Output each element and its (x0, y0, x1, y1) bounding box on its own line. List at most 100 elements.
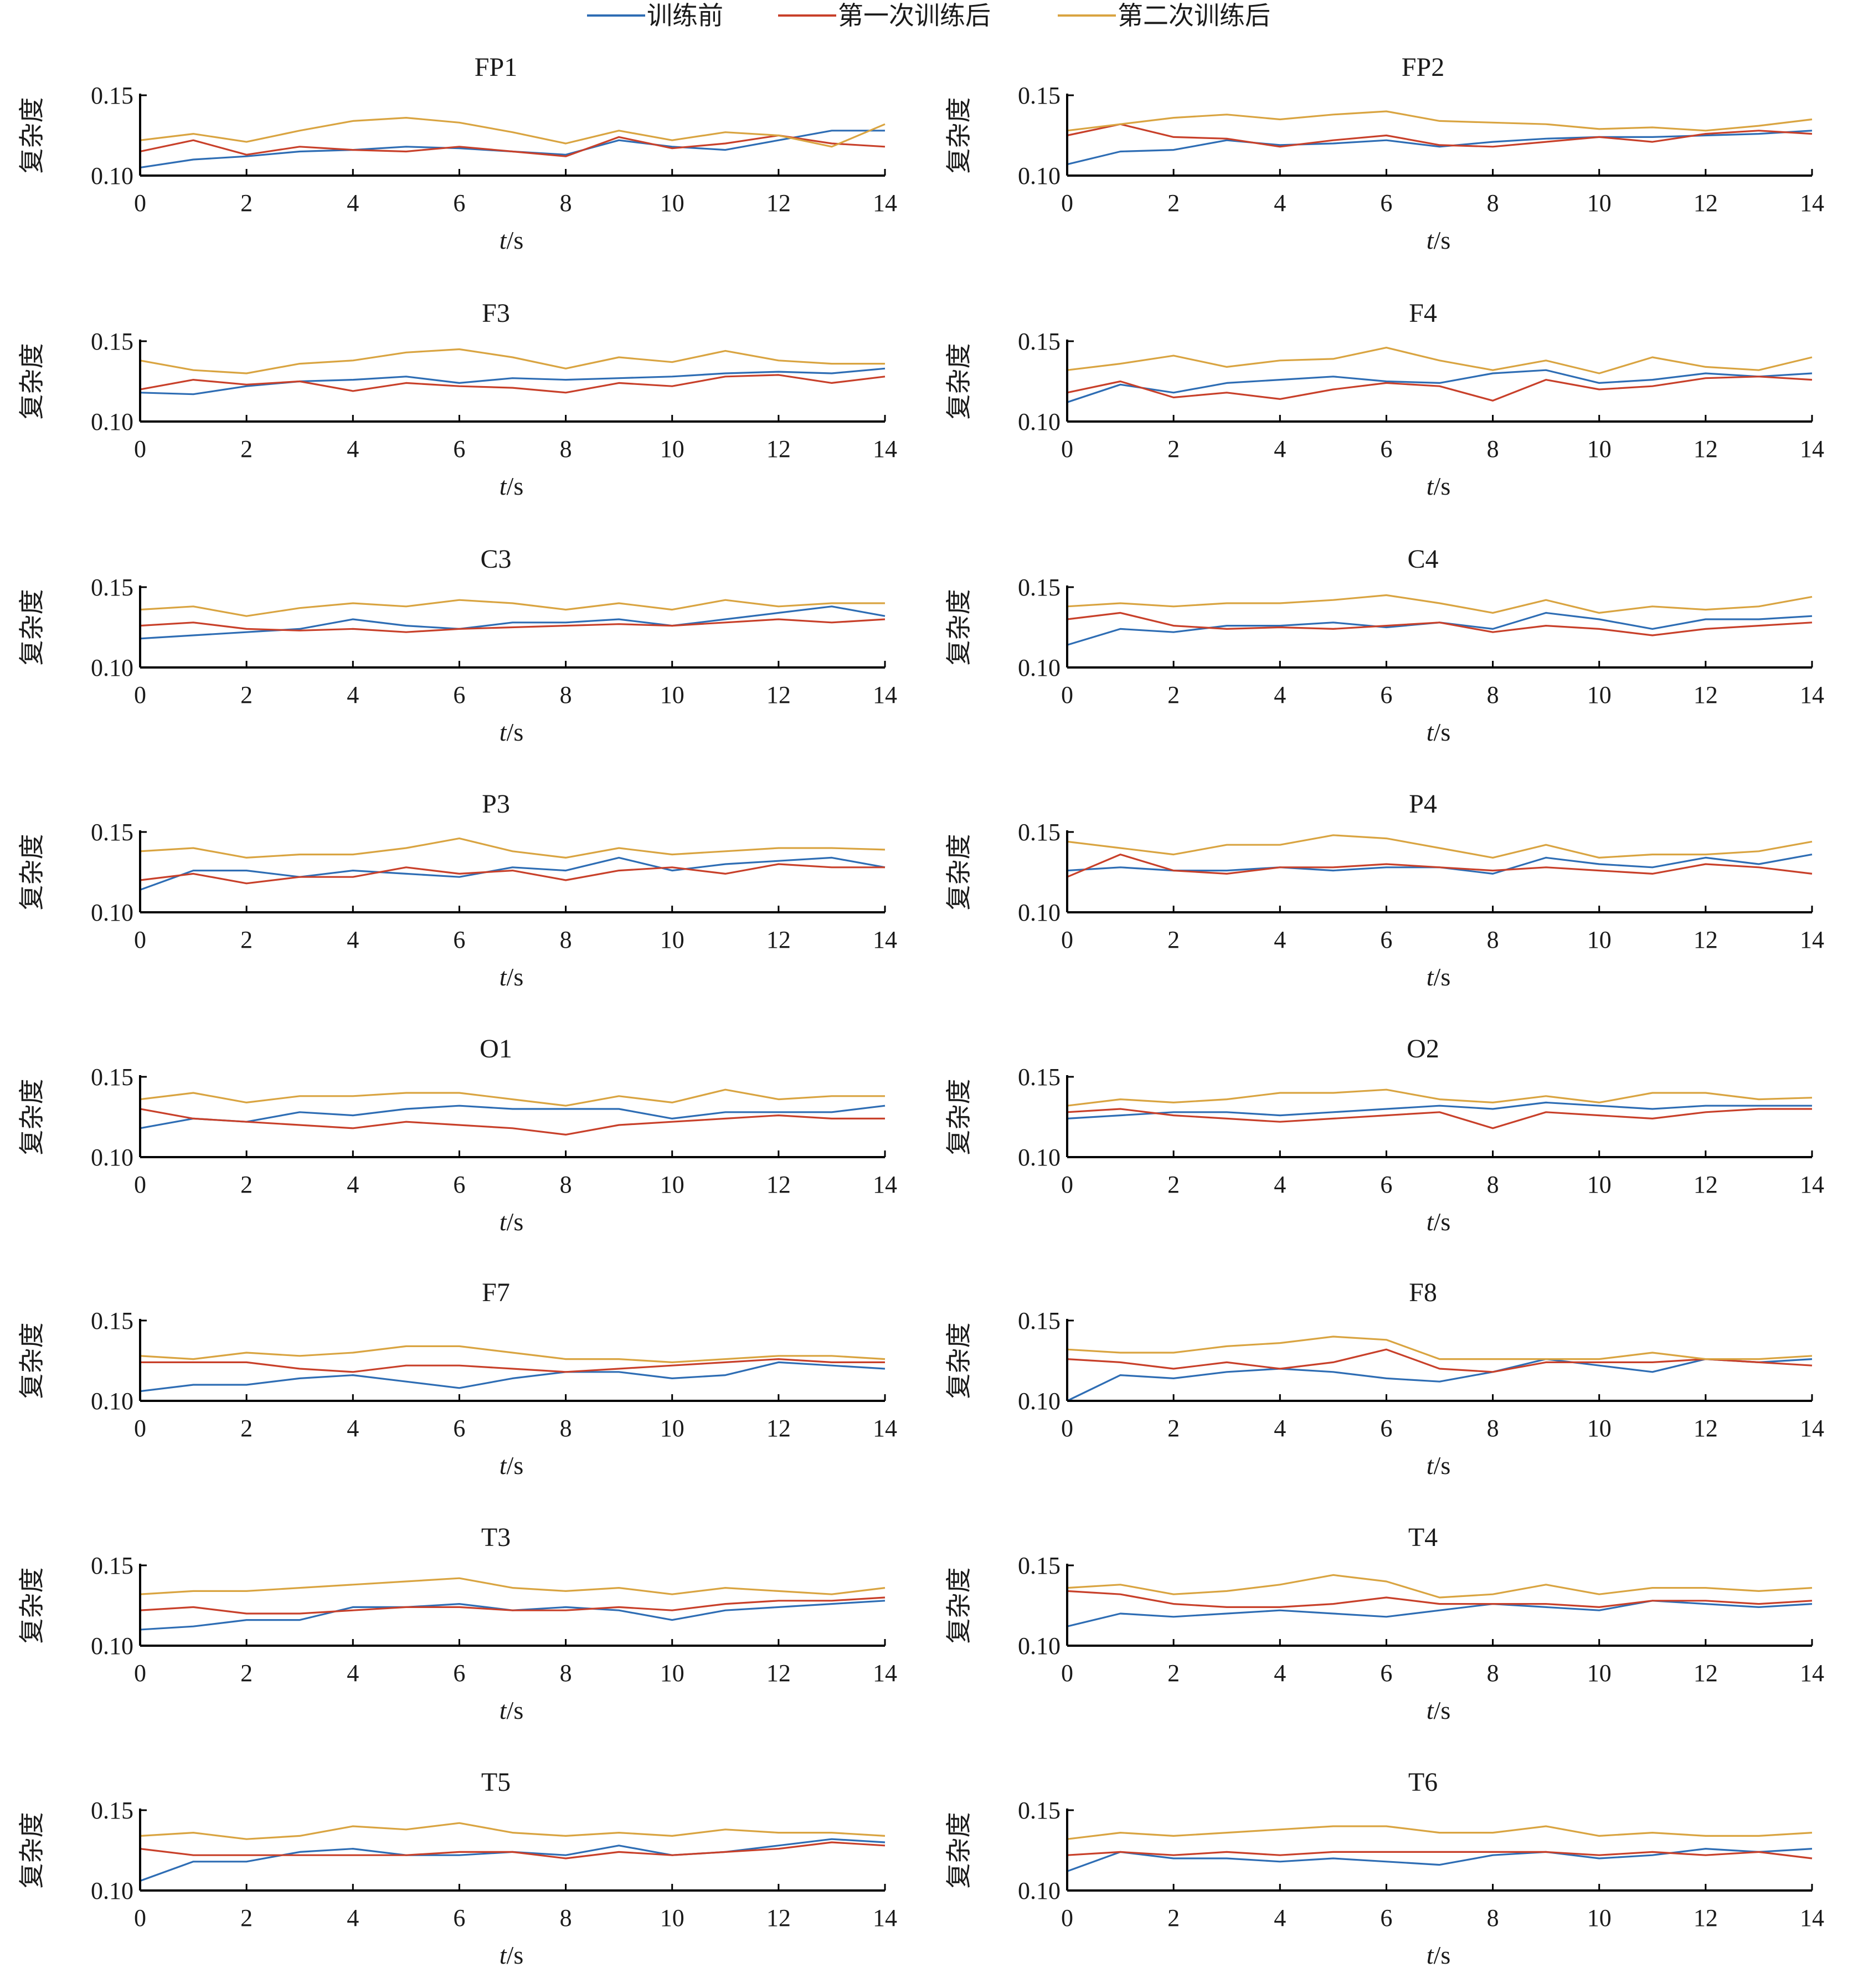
x-tick-label-p4-10: 10 (1587, 926, 1612, 953)
legend-entry-after-first-training: 第一次训练后 (778, 1, 991, 30)
y-axis-label-p4: 复杂度 (944, 834, 974, 911)
x-tick-label-o2-0: 0 (1061, 1171, 1073, 1198)
series-line-fp1-1 (140, 134, 886, 157)
x-tick-label-p4-0: 0 (1061, 926, 1073, 953)
x-axis-label-p4: t/s (1427, 963, 1450, 991)
panel-t6: T6 0.10 0.15 0 2 4 6 8 10 12 14 复杂度 t/s (944, 1768, 1824, 1969)
y-tick-label-f4-0.10: 0.10 (1018, 408, 1061, 435)
x-tick-label-f4-12: 12 (1694, 435, 1718, 463)
y-tick-label-c3-0.15: 0.15 (91, 574, 133, 601)
series-line-p4-1 (1067, 853, 1813, 878)
x-axis-label-c3: t/s (500, 718, 523, 746)
panel-f3: F3 0.10 0.15 0 2 4 6 8 10 12 14 复杂度 t/s (17, 299, 897, 500)
panel-c4: C4 0.10 0.15 0 2 4 6 8 10 12 14 复杂度 t/s (944, 544, 1824, 746)
series-line-f4-2 (1067, 346, 1813, 374)
x-tick-label-t3-10: 10 (660, 1660, 684, 1687)
x-tick-label-c4-12: 12 (1694, 681, 1718, 708)
x-tick-label-c4-8: 8 (1487, 681, 1499, 708)
series-line-o1-2 (140, 1088, 885, 1107)
x-tick-label-f4-4: 4 (1274, 435, 1286, 463)
x-tick-label-p4-14: 14 (1800, 926, 1824, 953)
x-tick-label-t5-10: 10 (660, 1904, 684, 1932)
x-tick-label-f3-6: 6 (453, 435, 465, 463)
panel-title-fp1: FP1 (475, 53, 517, 82)
x-tick-label-t4-0: 0 (1061, 1660, 1073, 1687)
x-tick-label-c4-2: 2 (1167, 681, 1180, 708)
series-line-f8-1 (1067, 1348, 1813, 1373)
x-tick-label-fp2-0: 0 (1061, 189, 1073, 217)
series-line-t5-2 (140, 1822, 886, 1840)
series-line-fp2-0 (1067, 130, 1813, 166)
y-tick-label-t6-0.10: 0.10 (1018, 1877, 1061, 1904)
y-axis-label-c4: 复杂度 (944, 589, 974, 666)
series-line-c3-2 (140, 599, 885, 617)
x-axis-label-o1: t/s (500, 1208, 523, 1236)
y-tick-label-p3-0.10: 0.10 (91, 899, 133, 926)
x-tick-label-c4-10: 10 (1587, 681, 1612, 708)
x-tick-label-t5-6: 6 (453, 1904, 465, 1932)
x-tick-label-f8-6: 6 (1380, 1415, 1392, 1442)
series-line-p4-2 (1067, 834, 1813, 859)
series-line-p3-0 (140, 856, 886, 891)
y-axis-label-f7: 复杂度 (17, 1323, 47, 1399)
x-tick-label-fp2-8: 8 (1487, 189, 1499, 217)
x-tick-label-c3-14: 14 (873, 681, 897, 708)
x-tick-label-f7-8: 8 (560, 1415, 572, 1442)
x-axis-label-f3: t/s (500, 472, 523, 500)
y-tick-label-f8-0.15: 0.15 (1018, 1307, 1061, 1334)
x-tick-label-f8-8: 8 (1487, 1415, 1499, 1442)
x-axis-label-t3: t/s (500, 1696, 523, 1724)
y-tick-label-o1-0.15: 0.15 (91, 1064, 133, 1091)
y-axis-label-t6: 复杂度 (944, 1812, 974, 1889)
x-tick-label-f4-2: 2 (1167, 435, 1180, 463)
chart-panels: FP1 0.10 0.15 0 2 4 6 8 10 12 14 复杂度 t/s FP2 0.10 0.15 0… (17, 53, 1824, 1969)
series-line-f3-1 (140, 374, 886, 394)
y-tick-label-f3-0.15: 0.15 (91, 328, 133, 355)
series-line-f7-1 (140, 1358, 885, 1373)
panel-p3: P3 0.10 0.15 0 2 4 6 8 10 12 14 复杂度 t/s (17, 789, 897, 991)
series-line-t3-1 (140, 1596, 886, 1615)
x-tick-label-t3-4: 4 (347, 1660, 359, 1687)
y-axis-label-t3: 复杂度 (17, 1568, 47, 1644)
series-line-f7-0 (140, 1361, 886, 1393)
x-tick-label-fp1-12: 12 (766, 189, 791, 217)
x-tick-label-fp2-12: 12 (1694, 189, 1718, 217)
y-tick-label-t4-0.10: 0.10 (1018, 1632, 1061, 1660)
series-line-t4-1 (1067, 1590, 1813, 1608)
x-tick-label-t6-12: 12 (1694, 1904, 1718, 1932)
panel-title-f7: F7 (482, 1278, 510, 1307)
y-axis-label-t5: 复杂度 (17, 1812, 47, 1889)
x-tick-label-p3-10: 10 (660, 926, 684, 953)
y-tick-label-c3-0.10: 0.10 (91, 654, 133, 681)
x-tick-label-o2-14: 14 (1800, 1171, 1824, 1198)
x-tick-label-p3-0: 0 (134, 926, 146, 953)
x-axis-label-t5: t/s (500, 1941, 523, 1969)
x-axis-label-t6: t/s (1427, 1941, 1450, 1969)
x-tick-label-t5-14: 14 (873, 1904, 897, 1932)
panel-title-o2: O2 (1407, 1034, 1439, 1064)
y-axis-label-f8: 复杂度 (944, 1323, 974, 1399)
x-tick-label-f8-12: 12 (1694, 1415, 1718, 1442)
x-tick-label-t6-8: 8 (1487, 1904, 1499, 1932)
x-tick-label-t6-14: 14 (1800, 1904, 1824, 1932)
series-line-c4-1 (1067, 612, 1813, 636)
panel-title-f3: F3 (482, 299, 510, 328)
x-tick-label-t6-0: 0 (1061, 1904, 1073, 1932)
x-tick-label-p3-12: 12 (766, 926, 791, 953)
series-line-t3-0 (140, 1600, 886, 1631)
panel-title-t6: T6 (1408, 1768, 1438, 1797)
y-tick-label-o2-0.15: 0.15 (1018, 1064, 1061, 1091)
x-tick-label-f8-2: 2 (1167, 1415, 1180, 1442)
x-tick-label-f8-10: 10 (1587, 1415, 1612, 1442)
panel-title-t5: T5 (481, 1768, 511, 1797)
x-tick-label-c4-14: 14 (1800, 681, 1824, 708)
x-tick-label-c3-12: 12 (766, 681, 791, 708)
y-tick-label-fp2-0.10: 0.10 (1018, 162, 1061, 189)
y-tick-label-o1-0.10: 0.10 (91, 1144, 133, 1171)
panel-title-fp2: FP2 (1402, 53, 1444, 82)
series-line-o2-2 (1067, 1088, 1813, 1107)
y-axis-label-c3: 复杂度 (17, 589, 47, 666)
panel-title-p4: P4 (1409, 789, 1437, 819)
series-line-fp1-2 (140, 117, 886, 148)
